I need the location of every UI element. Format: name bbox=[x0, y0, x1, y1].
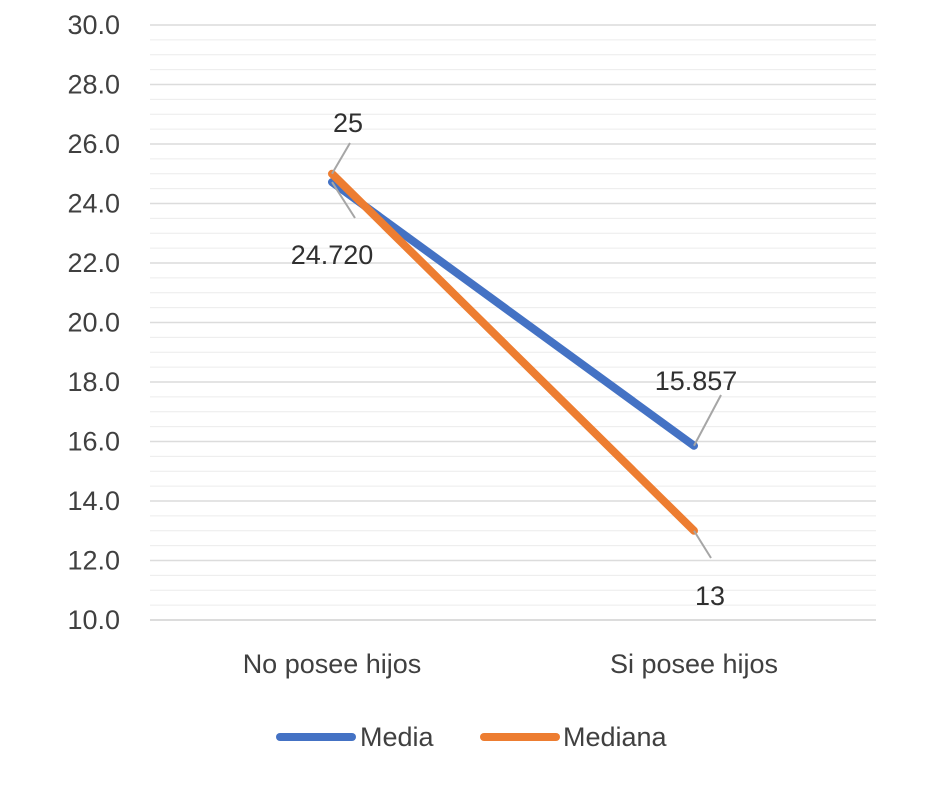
data-label-leader bbox=[331, 181, 356, 219]
y-tick-label: 30.0 bbox=[67, 10, 120, 40]
gridlines bbox=[150, 24, 876, 621]
x-axis-categories: No posee hijos Si posee hijos bbox=[243, 649, 778, 679]
series-line-media bbox=[328, 178, 698, 450]
data-label-leader bbox=[693, 394, 722, 447]
y-axis-ticks: 10.0 12.0 14.0 16.0 18.0 20.0 22.0 24.0 26.0 28.0… bbox=[67, 10, 120, 635]
y-tick-label: 14.0 bbox=[67, 486, 120, 516]
data-label-mediana: 25 bbox=[333, 108, 363, 138]
y-tick-label: 10.0 bbox=[67, 605, 120, 635]
y-tick-label: 20.0 bbox=[67, 308, 120, 338]
data-label-leader bbox=[331, 142, 351, 175]
legend: Media Mediana bbox=[276, 722, 668, 752]
y-tick-label: 26.0 bbox=[67, 129, 120, 159]
legend-item-media: Media bbox=[276, 722, 435, 752]
y-tick-label: 22.0 bbox=[67, 248, 120, 278]
data-label-media: 24.720 bbox=[291, 240, 374, 270]
y-tick-label: 24.0 bbox=[67, 189, 120, 219]
series-lines bbox=[328, 169, 698, 535]
data-label-leader bbox=[693, 530, 712, 559]
y-tick-label: 16.0 bbox=[67, 427, 120, 457]
label-leader-lines bbox=[331, 142, 722, 559]
data-label-media: 15.857 bbox=[655, 366, 738, 396]
y-tick-label: 28.0 bbox=[67, 70, 120, 100]
y-tick-label: 12.0 bbox=[67, 546, 120, 576]
legend-item-mediana: Mediana bbox=[480, 722, 668, 752]
y-tick-label: 18.0 bbox=[67, 367, 120, 397]
x-category-label: No posee hijos bbox=[243, 649, 422, 679]
data-label-mediana: 13 bbox=[695, 581, 725, 611]
data-labels: 24.720 15.857 25 13 bbox=[291, 108, 738, 611]
legend-label: Media bbox=[360, 722, 435, 752]
legend-label: Mediana bbox=[563, 722, 668, 752]
x-category-label: Si posee hijos bbox=[610, 649, 778, 679]
series-line-mediana bbox=[328, 169, 698, 535]
